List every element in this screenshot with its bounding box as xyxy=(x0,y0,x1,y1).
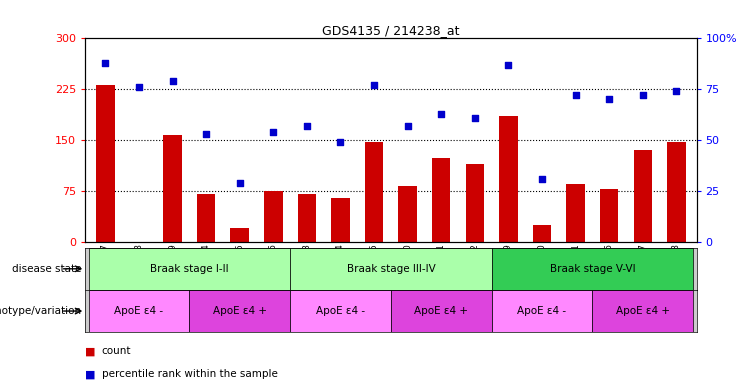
Bar xyxy=(600,189,619,242)
Point xyxy=(200,131,212,137)
Point xyxy=(335,139,347,145)
Bar xyxy=(634,151,652,242)
Point xyxy=(570,92,582,98)
Point xyxy=(99,60,111,66)
Text: ApoE ε4 +: ApoE ε4 + xyxy=(213,306,267,316)
Title: GDS4135 / 214238_at: GDS4135 / 214238_at xyxy=(322,24,459,37)
Point xyxy=(469,115,481,121)
Point xyxy=(167,78,179,84)
Point xyxy=(234,180,246,186)
Text: ApoE ε4 +: ApoE ε4 + xyxy=(414,306,468,316)
Bar xyxy=(290,290,391,332)
Point xyxy=(301,123,313,129)
Bar xyxy=(163,136,182,242)
Point xyxy=(603,96,615,103)
Point xyxy=(368,82,380,88)
Bar xyxy=(566,184,585,242)
Bar xyxy=(491,248,693,290)
Bar xyxy=(365,142,383,242)
Bar xyxy=(230,228,249,242)
Bar xyxy=(197,194,216,242)
Bar xyxy=(391,290,491,332)
Bar xyxy=(499,116,518,242)
Point xyxy=(402,123,413,129)
Text: ■: ■ xyxy=(85,369,99,379)
Text: Braak stage I-II: Braak stage I-II xyxy=(150,264,229,274)
Bar xyxy=(190,290,290,332)
Point xyxy=(502,62,514,68)
Bar xyxy=(298,194,316,242)
Bar xyxy=(465,164,484,242)
Text: ■: ■ xyxy=(85,346,99,356)
Text: ApoE ε4 -: ApoE ε4 - xyxy=(114,306,164,316)
Text: Braak stage V-VI: Braak stage V-VI xyxy=(550,264,635,274)
Text: percentile rank within the sample: percentile rank within the sample xyxy=(102,369,277,379)
Text: genotype/variation: genotype/variation xyxy=(0,306,82,316)
Bar xyxy=(399,185,417,242)
Bar xyxy=(533,225,551,242)
Bar xyxy=(331,198,350,242)
Bar xyxy=(432,159,451,242)
Text: ApoE ε4 +: ApoE ε4 + xyxy=(616,306,670,316)
Point xyxy=(637,92,648,98)
Point xyxy=(435,111,447,117)
Text: Braak stage III-IV: Braak stage III-IV xyxy=(347,264,435,274)
Text: disease state: disease state xyxy=(12,264,82,274)
Bar xyxy=(264,191,282,242)
Bar xyxy=(290,248,491,290)
Bar xyxy=(89,248,290,290)
Point xyxy=(268,129,279,135)
Point xyxy=(671,88,682,94)
Point xyxy=(536,176,548,182)
Point xyxy=(133,84,145,90)
Text: count: count xyxy=(102,346,131,356)
Bar xyxy=(89,290,190,332)
Text: ApoE ε4 -: ApoE ε4 - xyxy=(517,306,567,316)
Bar xyxy=(96,84,115,242)
Bar xyxy=(491,290,592,332)
Bar xyxy=(667,142,685,242)
Bar xyxy=(592,290,693,332)
Text: ApoE ε4 -: ApoE ε4 - xyxy=(316,306,365,316)
